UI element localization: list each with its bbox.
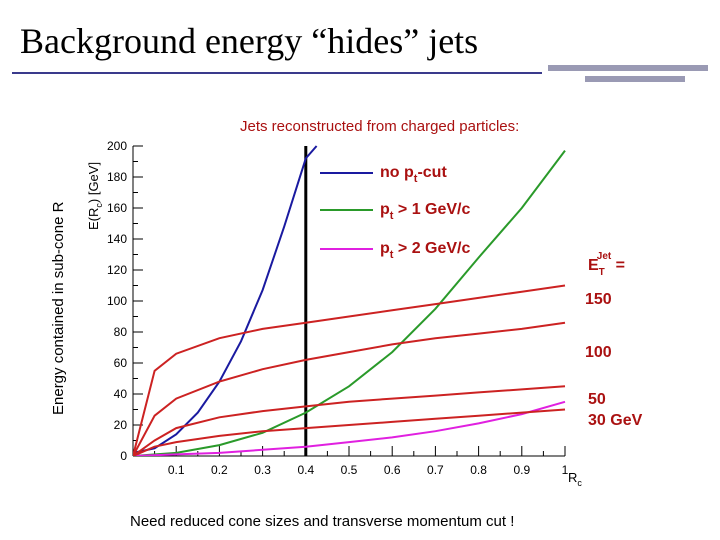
energy-curve <box>133 284 566 456</box>
x-tick-label: 0.9 <box>513 463 530 477</box>
legend-label: pt > 2 GeV/c <box>380 240 470 261</box>
x-tick-label: 0.6 <box>384 463 401 477</box>
footer-note: Need reduced cone sizes and transverse m… <box>130 513 515 530</box>
y-tick-label: 20 <box>114 418 128 432</box>
slide-title: Background energy “hides” jets <box>20 21 479 61</box>
legend-label: pt > 1 GeV/c <box>380 201 470 222</box>
y-tick-label: 180 <box>107 170 127 184</box>
x-axis-label: Rc <box>568 470 582 488</box>
no_cut-curve <box>133 145 318 454</box>
chart-title: Jets reconstructed from charged particle… <box>240 118 519 135</box>
x-tick-label: 0.1 <box>168 463 185 477</box>
energy-curve <box>133 408 566 456</box>
y-axis-label: E(Rc) [GeV] <box>86 162 104 230</box>
x-tick-label: 1 <box>562 463 569 477</box>
pt1-curve <box>133 149 566 456</box>
x-tick-label: 0.8 <box>470 463 487 477</box>
decorative-bar-bottom <box>585 76 685 82</box>
energy-curve <box>133 385 566 456</box>
y-tick-label: 0 <box>120 449 127 463</box>
x-tick-label: 0.3 <box>254 463 271 477</box>
decorative-bar-top <box>548 65 708 71</box>
energy-label-150: 150 <box>585 291 612 308</box>
y-tick-label: 100 <box>107 294 127 308</box>
y-tick-label: 200 <box>107 139 127 153</box>
y-tick-label: 160 <box>107 201 127 215</box>
x-tick-label: 0.4 <box>297 463 314 477</box>
x-tick-label: 0.2 <box>211 463 228 477</box>
pt2-curve <box>133 400 566 456</box>
energy-label-30-gev: 30 GeV <box>588 412 643 429</box>
y-tick-label: 140 <box>107 232 127 246</box>
x-tick-label: 0.5 <box>341 463 358 477</box>
y-tick-label: 60 <box>114 356 128 370</box>
energy-label-50: 50 <box>588 391 606 408</box>
jet-et-label: ETJet = <box>588 251 625 278</box>
energy-label-100: 100 <box>585 344 612 361</box>
y-tick-label: 40 <box>114 387 128 401</box>
x-tick-label: 0.7 <box>427 463 444 477</box>
legend-label: no pt-cut <box>380 164 447 185</box>
y-tick-label: 80 <box>114 325 128 339</box>
energy-curve <box>133 321 566 456</box>
y-tick-label: 120 <box>107 263 127 277</box>
title-underline <box>12 72 542 74</box>
